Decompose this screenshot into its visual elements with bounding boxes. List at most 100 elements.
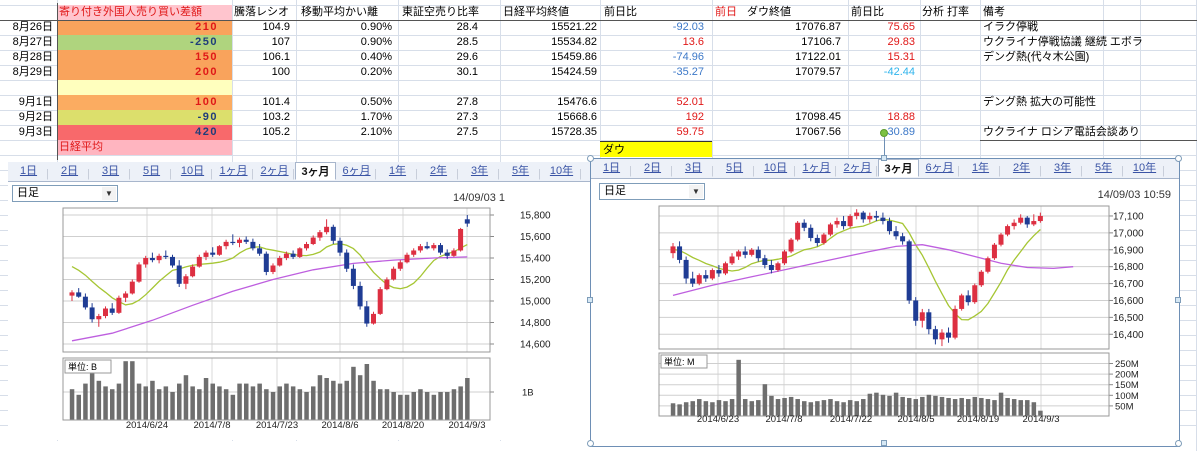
- table-cell-sashigaku[interactable]: -250: [57, 35, 232, 50]
- tab-link[interactable]: 3年: [1053, 162, 1072, 174]
- table-cell-biko[interactable]: ウクライナ ロシア電話会談あり: [983, 126, 1140, 138]
- tab-link[interactable]: 5日: [142, 165, 161, 177]
- tab-link[interactable]: 2日: [643, 162, 662, 174]
- selection-handle[interactable]: [881, 440, 887, 446]
- selection-handle[interactable]: [881, 155, 887, 161]
- tab-link[interactable]: 10年: [1132, 162, 1157, 174]
- table-cell-nikkei-diff[interactable]: -35.27: [672, 66, 704, 78]
- table-cell-kairi[interactable]: 2.10%: [360, 126, 392, 138]
- table-cell-dow-diff[interactable]: 15.31: [887, 51, 915, 63]
- tab-nikkei-10日[interactable]: 10日 |: [172, 162, 213, 180]
- table-cell-ratio[interactable]: 103.2: [262, 111, 290, 123]
- table-cell-ratio[interactable]: 100: [271, 66, 290, 78]
- table-cell-nikkei-diff[interactable]: 52.01: [676, 96, 704, 108]
- table-cell-dow-close[interactable]: 17122.01: [795, 51, 841, 63]
- table-cell-dow-close[interactable]: 17098.45: [795, 111, 841, 123]
- tab-link[interactable]: 2年: [429, 165, 448, 177]
- tab-nikkei-5日[interactable]: 5日 |: [131, 162, 172, 180]
- table-cell-karauri[interactable]: 28.4: [456, 21, 478, 33]
- table-cell-date[interactable]: 8月26日: [12, 21, 53, 33]
- tab-dow-10日[interactable]: 10日 |: [755, 159, 796, 177]
- tab-link[interactable]: 2年: [1012, 162, 1031, 174]
- table-cell-ratio[interactable]: 107: [271, 36, 290, 48]
- tab-link[interactable]: 1年: [388, 165, 407, 177]
- table-cell-dow-diff[interactable]: -30.89: [883, 126, 915, 138]
- table-cell-nikkei-close[interactable]: 15521.22: [551, 21, 597, 33]
- table-cell-karauri[interactable]: 29.6: [456, 51, 478, 63]
- table-cell-karauri[interactable]: 30.1: [456, 66, 478, 78]
- table-cell-sashigaku[interactable]: 200: [57, 65, 232, 80]
- tab-dow-1ヶ月[interactable]: 1ヶ月 |: [796, 159, 837, 177]
- table-cell-nikkei-close[interactable]: 15728.35: [551, 126, 597, 138]
- table-cell-karauri[interactable]: 27.8: [456, 96, 478, 108]
- table-cell-dow-close[interactable]: 17067.56: [795, 126, 841, 138]
- tab-link[interactable]: 6ヶ月: [342, 165, 371, 177]
- table-cell-ratio[interactable]: 105.2: [262, 126, 290, 138]
- chevron-down-icon[interactable]: ▼: [689, 185, 703, 198]
- table-cell-nikkei-close[interactable]: 15534.82: [551, 36, 597, 48]
- selection-handle[interactable]: [1175, 155, 1182, 162]
- table-cell-kairi[interactable]: 0.90%: [360, 21, 392, 33]
- table-cell-kairi[interactable]: 1.70%: [360, 111, 392, 123]
- table-cell-sashigaku[interactable]: 210: [57, 20, 232, 35]
- interval-dropdown-nikkei[interactable]: 日足 ▼: [12, 185, 118, 202]
- tab-nikkei-3年[interactable]: 3年 |: [459, 162, 500, 180]
- tab-link[interactable]: 5年: [1094, 162, 1113, 174]
- table-cell-dow-close[interactable]: 17076.87: [795, 21, 841, 33]
- table-cell-nikkei-diff[interactable]: 59.75: [676, 126, 704, 138]
- table-cell-kairi[interactable]: 0.50%: [360, 96, 392, 108]
- dow-row-label[interactable]: ダウ: [600, 141, 712, 157]
- table-cell-dow-close[interactable]: 17079.57: [795, 66, 841, 78]
- tab-dow-6ヶ月[interactable]: 6ヶ月 |: [919, 159, 960, 177]
- tab-link[interactable]: 3年: [470, 165, 489, 177]
- table-cell-nikkei-diff[interactable]: 192: [685, 111, 704, 123]
- tab-nikkei-3ヶ月[interactable]: 3ヶ月: [295, 162, 336, 180]
- tab-dow-2ヶ月[interactable]: 2ヶ月 |: [837, 159, 878, 177]
- tab-dow-2日[interactable]: 2日 |: [632, 159, 673, 177]
- table-cell-sashigaku[interactable]: [57, 80, 232, 95]
- table-cell-sashigaku[interactable]: 420: [57, 125, 232, 140]
- tab-link[interactable]: 6ヶ月: [925, 162, 954, 174]
- table-cell-date[interactable]: 9月2日: [18, 111, 53, 123]
- table-cell-dow-diff[interactable]: 18.88: [887, 111, 915, 123]
- tab-dow-5年[interactable]: 5年 |: [1083, 159, 1124, 177]
- table-cell-karauri[interactable]: 28.5: [456, 36, 478, 48]
- tab-link[interactable]: 1ヶ月: [802, 162, 831, 174]
- tab-nikkei-2年[interactable]: 2年 |: [418, 162, 459, 180]
- selection-handle[interactable]: [587, 297, 593, 303]
- rotate-handle[interactable]: [880, 129, 888, 137]
- selection-handle[interactable]: [587, 440, 594, 447]
- table-cell-karauri[interactable]: 27.5: [456, 126, 478, 138]
- tab-link[interactable]: 10日: [180, 165, 205, 177]
- table-cell-date[interactable]: 8月28日: [12, 51, 53, 63]
- tab-dow-10年[interactable]: 10年 |: [1124, 159, 1165, 177]
- table-cell-dow-diff[interactable]: -42.44: [883, 66, 915, 78]
- table-cell-biko[interactable]: イラク停戦: [983, 21, 1038, 33]
- tab-link[interactable]: 5日: [725, 162, 744, 174]
- table-cell-sashigaku[interactable]: 150: [57, 50, 232, 65]
- tab-link[interactable]: 3日: [684, 162, 703, 174]
- tab-link[interactable]: 5年: [511, 165, 530, 177]
- tab-link[interactable]: 1日: [19, 165, 38, 177]
- tab-dow-3年[interactable]: 3年 |: [1042, 159, 1083, 177]
- table-cell-date[interactable]: 8月27日: [12, 36, 53, 48]
- table-cell-ratio[interactable]: 106.1: [262, 51, 290, 63]
- selection-handle[interactable]: [587, 155, 594, 162]
- chart-object-nikkei[interactable]: 1日 | 2日 | 3日 | 5日 | 10日 | 1ヶ月 | 2ヶ月 | 3ヶ月 6ヶ月 | 1年 | 2年 | 3年 |…: [8, 162, 610, 440]
- table-cell-dow-diff[interactable]: 75.65: [887, 21, 915, 33]
- tab-nikkei-10年[interactable]: 10年 |: [541, 162, 582, 180]
- tab-nikkei-6ヶ月[interactable]: 6ヶ月 |: [336, 162, 377, 180]
- table-cell-sashigaku[interactable]: 100: [57, 95, 232, 110]
- tab-dow-5日[interactable]: 5日 |: [714, 159, 755, 177]
- table-cell-karauri[interactable]: 27.3: [456, 111, 478, 123]
- table-cell-nikkei-diff[interactable]: -74.96: [672, 51, 704, 63]
- tab-dow-2年[interactable]: 2年 |: [1001, 159, 1042, 177]
- tab-link[interactable]: 1年: [971, 162, 990, 174]
- interval-dropdown-dow[interactable]: 日足 ▼: [599, 183, 705, 200]
- table-cell-date[interactable]: 8月29日: [12, 66, 53, 78]
- table-cell-dow-diff[interactable]: 29.83: [887, 36, 915, 48]
- table-cell-ratio[interactable]: 101.4: [262, 96, 290, 108]
- table-cell-biko[interactable]: ウクライナ停戦協議 継続 エボラ: [983, 36, 1143, 48]
- tab-link[interactable]: 3日: [101, 165, 120, 177]
- tab-link[interactable]: 10年: [549, 165, 574, 177]
